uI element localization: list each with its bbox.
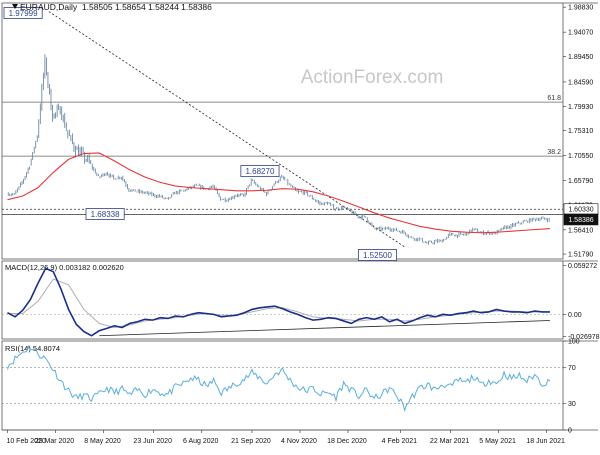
panel-frame-3	[1, 340, 564, 431]
annotation-level: 1.68338	[91, 210, 120, 219]
chart-ohlc: 1.58505 1.58654 1.58244 1.58386	[81, 2, 212, 12]
rsi-y-tick-label: 70	[568, 365, 576, 372]
annotation-level-box	[85, 208, 125, 220]
last-price-label-box	[563, 213, 599, 226]
price-y-tick-label: 1.75310	[568, 128, 593, 135]
x-tick-label: 4 Feb 2021	[382, 438, 418, 445]
macd-y-tick-label: 0.00	[568, 312, 582, 319]
x-tick-label: 18 Jun 2021	[526, 438, 565, 445]
panel-frame-2	[1, 260, 564, 340]
macd-signal-line	[7, 278, 550, 329]
annotation-high: 1.97999	[9, 9, 38, 18]
moving-average-line	[7, 152, 550, 234]
x-tick-label: 6 Aug 2020	[183, 438, 219, 445]
rsi-y-tick-label: 100	[568, 339, 580, 346]
rsi-line	[6, 345, 551, 413]
rsi-label: RSI(14) 54.8074	[5, 344, 60, 353]
macd-line	[7, 267, 550, 337]
price-y-tick-label: 1.65790	[568, 178, 593, 185]
annotation-swing-box	[240, 165, 280, 177]
rsi-y-tick-label: 30	[568, 401, 576, 408]
price-y-tick-label: 1.89450	[568, 54, 593, 61]
x-tick-label: 10 Feb 2020	[6, 438, 45, 445]
price-y-tick-label: 1.51790	[568, 252, 593, 259]
price-y-tick-label: 1.94070	[568, 30, 593, 37]
price-y-tick-label: 1.98830	[568, 5, 593, 12]
x-tick-label: 21 Sep 2020	[231, 438, 271, 445]
annotation-swing: 1.68270	[245, 167, 274, 176]
chart-header: EURAUD,Daily 1.58505 1.58654 1.58244 1.5…	[12, 2, 212, 12]
annotation-low: 1.52500	[363, 251, 392, 260]
x-tick-label: 22 Mar 2021	[430, 438, 469, 445]
price-y-tick-label: 1.56410	[568, 227, 593, 234]
rsi-y-tick-label: 0	[568, 428, 572, 435]
x-tick-label: 5 May 2021	[479, 438, 516, 445]
panel-frame-1	[1, 2, 564, 260]
x-tick-label: 18 Dec 2020	[327, 438, 367, 445]
fib-label: 61.8	[547, 95, 561, 102]
fib-label: 38.2	[547, 149, 561, 156]
watermark: ActionForex.com	[301, 67, 444, 88]
macd-label: MACD(12,26,9) 0.003182 0.002620	[5, 263, 124, 272]
macd-y-tick-label: -0.026978	[568, 334, 600, 341]
price-y-tick-label: 1.84590	[568, 79, 593, 86]
x-tick-label: 23 Jun 2020	[133, 438, 172, 445]
x-tick-label: 25 Mar 2020	[35, 438, 74, 445]
macd-y-tick-label: 0.059272	[568, 263, 597, 270]
price-trendline	[48, 11, 407, 249]
level-axis-label: 1.60330	[568, 207, 593, 214]
price-y-tick-label: 1.79930	[568, 104, 593, 111]
x-tick-label: 8 May 2020	[84, 438, 121, 445]
annotation-low-box	[357, 249, 397, 261]
price-y-tick-label: 1.70550	[568, 153, 593, 160]
chart-symbol: EURAUD,Daily	[20, 2, 78, 12]
last-price-label: 1.58386	[568, 217, 593, 224]
x-tick-label: 4 Nov 2020	[281, 438, 317, 445]
annotation-high-box	[3, 7, 43, 19]
collapse-triangle-icon	[12, 4, 18, 9]
macd-trendline	[99, 320, 550, 337]
